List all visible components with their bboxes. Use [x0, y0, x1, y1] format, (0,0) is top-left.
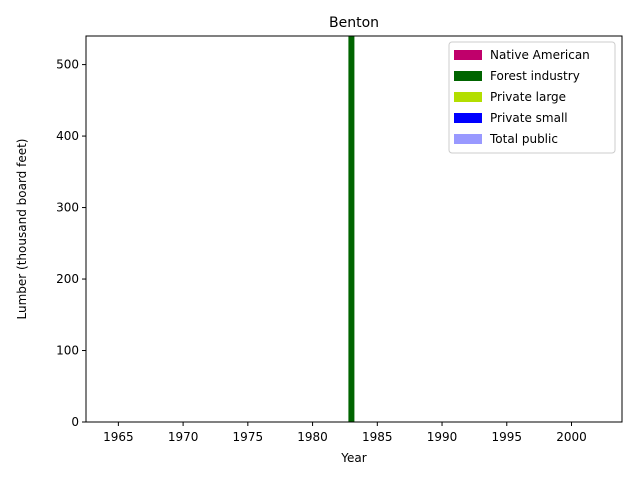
y-axis: 0 100 200 300 400 500	[56, 58, 86, 429]
legend-label: Forest industry	[490, 69, 580, 83]
x-tick-label: 1990	[427, 430, 458, 444]
x-tick-label: 1975	[233, 430, 264, 444]
x-axis: 1965 1970 1975 1980 1985 1990 1995 2000	[103, 422, 587, 444]
legend-swatch	[454, 113, 482, 123]
legend-swatch	[454, 92, 482, 102]
x-tick-label: 1970	[168, 430, 199, 444]
legend-box	[448, 41, 616, 154]
y-tick-label: 400	[56, 129, 79, 143]
plot-frame	[85, 35, 623, 423]
legend-swatch	[454, 50, 482, 60]
y-tick-label: 300	[56, 201, 79, 215]
x-tick-label: 1995	[491, 430, 522, 444]
legend-label: Private large	[490, 90, 566, 104]
legend-label: Private small	[490, 111, 568, 125]
y-axis-label: Lumber (thousand board feet)	[15, 139, 29, 320]
y-tick-label: 0	[71, 415, 79, 429]
x-axis-label: Year	[340, 451, 366, 465]
legend-swatch	[454, 134, 482, 144]
legend-label: Native American	[490, 48, 590, 62]
x-tick-label: 2000	[556, 430, 587, 444]
x-tick-label: 1985	[362, 430, 393, 444]
legend: Native American Forest industry Private la…	[448, 41, 616, 154]
bar-forest-industry-1983	[348, 36, 355, 422]
legend-label: Total public	[489, 132, 558, 146]
y-tick-label: 200	[56, 272, 79, 286]
x-tick-label: 1965	[103, 430, 134, 444]
x-tick-label: 1980	[297, 430, 328, 444]
y-tick-label: 100	[56, 344, 79, 358]
bars-layer	[348, 36, 355, 422]
legend-swatch	[454, 71, 482, 81]
y-tick-label: 500	[56, 58, 79, 72]
chart-title: Benton	[329, 15, 379, 31]
